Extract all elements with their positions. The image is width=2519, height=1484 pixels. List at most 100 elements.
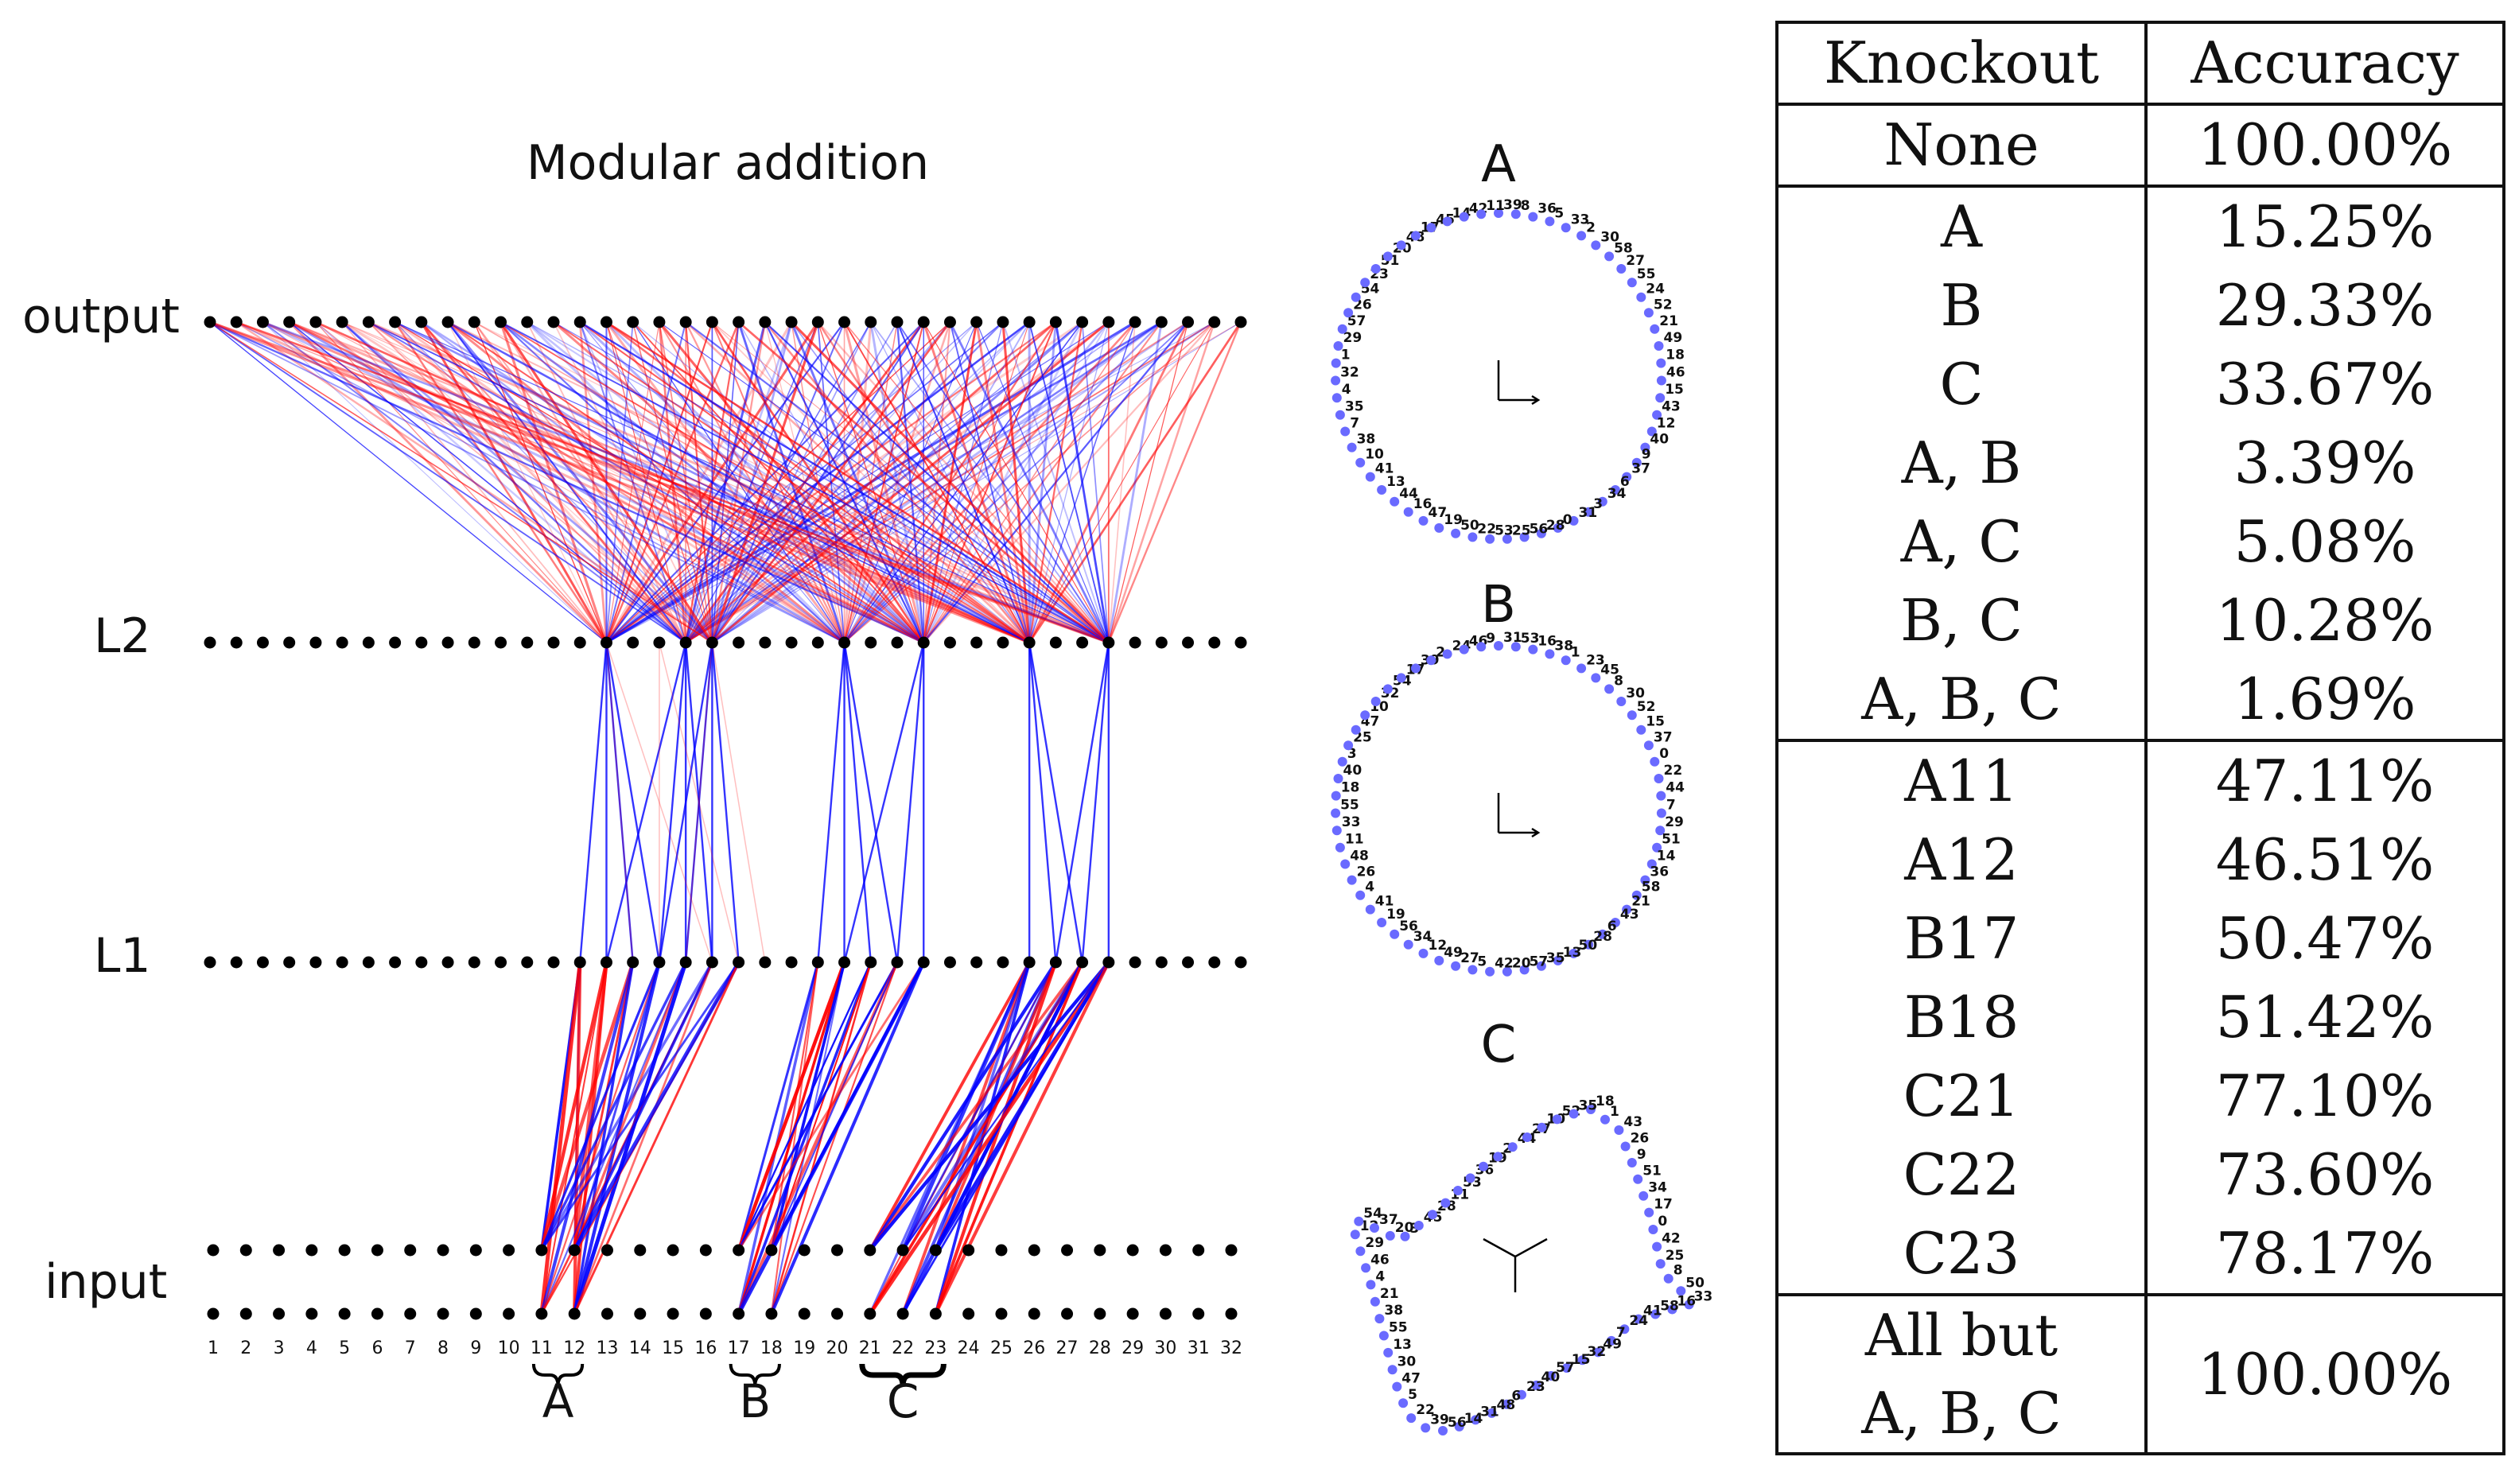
embedding-point <box>1561 1363 1572 1373</box>
edge-l1-input <box>737 961 899 1251</box>
axes-icon <box>1483 1237 1548 1292</box>
input-node <box>929 1244 942 1257</box>
embedding-point <box>1622 472 1632 482</box>
input-node <box>962 1244 975 1257</box>
output-node <box>811 316 824 328</box>
embedding-point <box>1398 1398 1409 1408</box>
embedding-point <box>1502 534 1512 544</box>
embedding-point <box>1370 264 1381 274</box>
edge-l1-input <box>573 961 741 1252</box>
embedding-point-label: 1 <box>1571 644 1580 660</box>
embedding-point <box>1510 209 1521 219</box>
embedding-point-label: 28 <box>1593 929 1612 945</box>
embedding-point-label: 22 <box>1477 521 1496 537</box>
edge-output-l2 <box>235 321 1030 643</box>
embedding-point <box>1442 216 1452 227</box>
edge-output-l2 <box>1108 321 1136 643</box>
l2-node <box>441 636 454 649</box>
l2-node <box>309 636 322 649</box>
edge-l2-l1 <box>1055 642 1110 963</box>
embedding-point <box>1656 791 1666 801</box>
l2-node <box>1076 636 1089 649</box>
embedding-point-label: 56 <box>1448 1415 1467 1431</box>
embedding-point-label: 43 <box>1620 907 1639 923</box>
output-node <box>256 316 269 328</box>
input-index-label: 28 <box>1089 1338 1111 1358</box>
embedding-point-label: 57 <box>1347 313 1366 329</box>
embedding-point-label: 2 <box>1586 219 1596 235</box>
embedding-point <box>1361 1263 1371 1273</box>
input-node <box>1061 1244 1074 1257</box>
embedding-point-label: 36 <box>1650 864 1669 880</box>
embedding-point <box>1467 532 1478 542</box>
embedding-point-label: 8 <box>1674 1263 1683 1279</box>
input-node <box>1126 1307 1139 1320</box>
input-index-label: 23 <box>924 1338 947 1358</box>
edge-l1-input <box>770 961 898 1251</box>
embedding-point-label: 24 <box>1646 282 1665 297</box>
edge-output-l2 <box>1108 321 1189 643</box>
embedding-point-label: 3 <box>1410 1221 1420 1237</box>
l1-node <box>256 956 269 969</box>
output-node <box>943 316 956 328</box>
accuracy-cell: 33.67% <box>2144 345 2505 424</box>
embedding-point-label: 9 <box>1486 631 1495 647</box>
edge-output-l2 <box>790 320 1110 644</box>
embedding-point-label: 37 <box>1379 1212 1398 1228</box>
embedding-point <box>1453 1186 1463 1195</box>
embedding-point-label: 43 <box>1662 399 1681 415</box>
embedding-point-label: 41 <box>1643 1303 1662 1319</box>
embedding-point-label: 48 <box>1497 1397 1516 1413</box>
edge-output-l2 <box>526 320 925 644</box>
embedding-point <box>1343 740 1354 751</box>
table-row: A, B, C 1.69% <box>1775 660 2505 740</box>
l2-node <box>230 636 243 649</box>
l1-node <box>1102 956 1115 969</box>
embedding-point <box>1331 791 1341 801</box>
embedding-point <box>1650 756 1660 767</box>
embedding-point-label: 26 <box>1357 864 1376 880</box>
edge-output-l2 <box>262 320 1030 644</box>
edge-l1-input <box>540 961 660 1315</box>
embedding-point <box>1378 1331 1389 1341</box>
embedding-point <box>1333 341 1343 351</box>
input-index-label: 3 <box>274 1338 285 1358</box>
input-index-label: 29 <box>1121 1338 1144 1358</box>
edge-l1-input <box>869 961 1084 1252</box>
l2-node <box>1023 636 1036 649</box>
embedding-point <box>1413 1221 1424 1230</box>
embedding-point-label: 42 <box>1495 956 1514 972</box>
embedding-point <box>1426 223 1436 233</box>
edge-output-l2 <box>527 321 1030 643</box>
embedding-point <box>1331 808 1341 818</box>
edge-l1-input <box>934 961 1110 1315</box>
knockout-cell: A, B <box>1775 424 2148 503</box>
l2-node <box>521 636 534 649</box>
embedding-point <box>1545 216 1555 227</box>
l2-node <box>362 636 375 649</box>
l2-node <box>759 636 772 649</box>
embedding-point <box>1365 904 1375 915</box>
edge-output-l2 <box>949 321 1110 643</box>
embedding-point-label: 21 <box>1380 1286 1399 1302</box>
input-node <box>995 1307 1008 1320</box>
edge-output-l2 <box>896 321 1110 643</box>
edge-output-l2 <box>579 321 687 643</box>
embedding-point-label: 31 <box>1480 1404 1499 1420</box>
l2-node <box>389 636 402 649</box>
edge-output-l2 <box>341 321 1110 643</box>
embedding-point <box>1471 1415 1481 1425</box>
embedding-point-label: 12 <box>1657 416 1676 432</box>
embedding-point <box>1351 725 1361 735</box>
embedding-point-label: 7 <box>1666 798 1676 814</box>
embedding-point-label: 39 <box>1430 1412 1449 1428</box>
edge-l1-input <box>901 961 1057 1251</box>
embedding-point <box>1467 965 1478 975</box>
edge-output-l2 <box>500 321 1110 643</box>
output-node <box>415 316 428 328</box>
input-index-label: 21 <box>859 1338 881 1358</box>
input-node <box>798 1307 811 1320</box>
input-node <box>207 1307 220 1320</box>
embedding-point <box>1646 859 1657 869</box>
input-node <box>338 1307 351 1320</box>
